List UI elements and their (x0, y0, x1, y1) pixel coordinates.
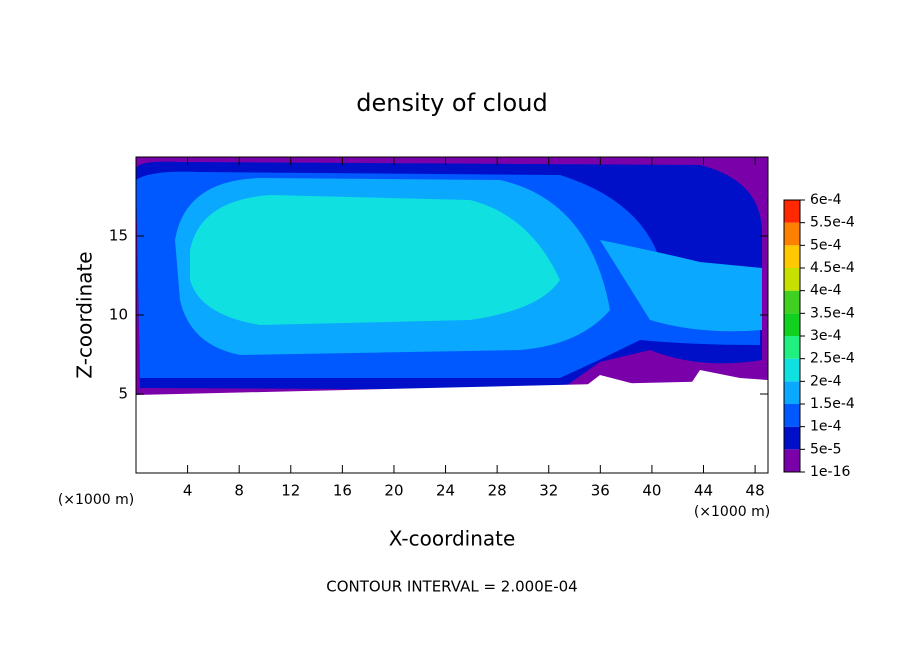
colorbar-segment (784, 381, 800, 404)
x-tick-label: 28 (488, 482, 507, 500)
colorbar-segment (784, 336, 800, 359)
x-tick-label: 44 (694, 482, 713, 500)
colorbar-label: 3e-4 (810, 328, 842, 344)
colorbar-label: 4.5e-4 (810, 260, 855, 276)
colorbar-label: 1.5e-4 (810, 396, 855, 412)
annotation: CONTOUR INTERVAL = 2.000E-04 (326, 578, 577, 596)
x-tick-label: 12 (281, 482, 300, 500)
x-tick-label: 48 (746, 482, 765, 500)
colorbar-segment (784, 404, 800, 427)
colorbar-label: 1e-4 (810, 419, 842, 435)
y-tick-label: 10 (109, 306, 128, 324)
colorbar-label: 2e-4 (810, 373, 842, 389)
x-tick-label: 20 (384, 482, 403, 500)
colorbar-segment (784, 449, 800, 472)
y-axis-label: Z-coordinate (73, 251, 97, 378)
colorbar-label: 2.5e-4 (810, 351, 855, 367)
x-unit: (×1000 m) (694, 504, 770, 520)
colorbar-segment (784, 290, 800, 314)
colorbar-segment (784, 245, 800, 268)
x-tick-label: 40 (642, 482, 661, 500)
y-tick-label: 15 (109, 227, 128, 245)
colorbar-segment (784, 358, 800, 382)
x-tick-label: 16 (333, 482, 352, 500)
x-tick-label: 8 (234, 482, 244, 500)
colorbar-label: 5e-4 (810, 237, 842, 253)
y-tick-label: 5 (118, 385, 128, 403)
colorbar-segment (784, 268, 800, 291)
x-tick-label: 24 (436, 482, 455, 500)
colorbar-label: 5e-5 (810, 441, 841, 457)
colorbar-label: 4e-4 (810, 283, 842, 299)
contour-field (136, 157, 768, 473)
colorbar-segment (784, 200, 800, 223)
y-unit: (×1000 m) (58, 492, 134, 508)
x-tick-label: 32 (539, 482, 558, 500)
colorbar-label: 3.5e-4 (810, 305, 855, 321)
x-tick-label: 4 (183, 482, 193, 500)
colorbar-segment (784, 313, 800, 336)
colorbar-label: 5.5e-4 (810, 215, 855, 231)
colorbar-segment (784, 222, 800, 246)
x-axis-label: X-coordinate (389, 527, 516, 551)
colorbar-label: 6e-4 (810, 192, 842, 208)
x-tick-label: 36 (591, 482, 610, 500)
colorbar-label: 1e-16 (810, 464, 850, 480)
colorbar-segment (784, 426, 800, 450)
chart-title: density of cloud (356, 89, 547, 117)
